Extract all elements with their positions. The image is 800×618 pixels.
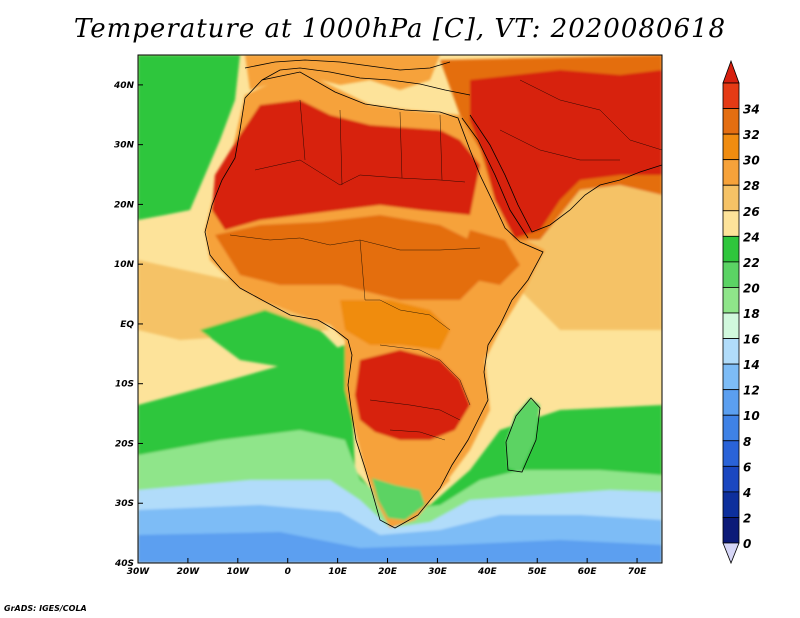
colorbar-label: 24: [743, 230, 760, 244]
border-line: [369, 399, 461, 441]
lon-tick-label: 50E: [528, 567, 548, 577]
colorbar-label: 10: [743, 409, 760, 423]
colorbar-swatch: [722, 210, 740, 237]
lon-tick-label: 40E: [477, 567, 498, 577]
colorbar-label: 14: [743, 358, 760, 372]
lat-tick-label: 20N: [114, 200, 135, 210]
colorbar-label: 32: [743, 128, 760, 142]
colorbar-label: 18: [743, 307, 760, 321]
colorbar-label: 6: [743, 460, 751, 474]
southern-africa-hot-zone: [355, 350, 470, 440]
map-title: Temperature at 1000hPa [C], VT: 20200806…: [73, 14, 727, 44]
colorbar-swatch: [722, 235, 740, 263]
madagascar-coastline: [505, 397, 541, 473]
madagascar-landmass: [506, 398, 540, 472]
colorbar-swatch: [722, 82, 740, 109]
europe-landmass: [245, 55, 440, 90]
ocean-green-gulf: [200, 310, 340, 375]
border-line: [499, 129, 620, 161]
border-line: [519, 79, 662, 151]
colorbar-label: 34: [743, 103, 760, 117]
cape-cool-zone: [372, 478, 425, 520]
lat-tick-label: 30S: [115, 499, 134, 509]
colorbar-top-arrow: [722, 59, 740, 84]
sahel-warm-zone: [215, 215, 480, 300]
border-line: [299, 99, 443, 186]
colorbar-swatch: [722, 338, 740, 365]
plot-frame: [137, 54, 663, 564]
lon-tick-label: 60E: [578, 567, 598, 577]
latitude-axis: 40N 30N 20N 10N EQ 10S 20S 30S 40S: [113, 81, 143, 569]
lon-tick-label: 20E: [378, 567, 398, 577]
lat-tick-label: 10S: [115, 380, 134, 390]
red-sea-coastline: [461, 117, 529, 239]
colorbar-bottom-arrow: [722, 542, 740, 565]
lon-tick-label: 20W: [177, 567, 201, 577]
lat-tick-label: 40N: [113, 81, 135, 91]
arabia-hot-zone: [470, 70, 662, 238]
colorbar-swatch: [722, 261, 740, 288]
lat-tick-label: 30N: [114, 141, 135, 151]
lon-tick-label: 10E: [328, 567, 348, 577]
grads-credit: GrADS: IGES/COLA: [4, 604, 87, 613]
colorbar-label: 4: [742, 486, 751, 500]
lon-tick-label: 30E: [428, 567, 448, 577]
colorbar-label: 26: [743, 205, 760, 219]
border-line: [359, 239, 451, 331]
lat-tick-label: 10N: [114, 260, 135, 270]
arabia-coastline: [469, 114, 662, 233]
lat-tick-label: 40S: [114, 559, 134, 569]
border-line: [229, 234, 481, 251]
colorbar-label: 8: [743, 435, 751, 449]
colorbar-label: 30: [743, 154, 760, 168]
lon-tick-label: 0: [285, 567, 291, 577]
colorbar-label: 28: [743, 179, 760, 193]
colorbar-swatch: [722, 440, 740, 467]
lat-tick-label: EQ: [120, 320, 134, 330]
sahara-hot-zone: [212, 100, 480, 230]
colorbar-swatch: [722, 184, 740, 212]
lon-tick-label: 30W: [127, 567, 151, 577]
colorbar-swatch: [722, 414, 740, 442]
borders-overlay: [229, 79, 662, 441]
colorbar-swatch: [722, 108, 740, 135]
colorbar-label: 22: [743, 256, 760, 270]
colorbar-swatch: [722, 133, 740, 161]
colorbar-swatch: [722, 312, 740, 339]
colorbar-swatch: [722, 517, 740, 544]
lat-tick-label: 20S: [115, 439, 134, 449]
longitude-axis: 30W 20W 10W 0 10E 20E 30E 40E 50E 60E 70E: [127, 558, 647, 577]
colorbar-label: 16: [743, 333, 760, 347]
europe-coastline: [244, 59, 451, 71]
colorbar-swatch: [722, 389, 740, 416]
ocean-coldest-band: [138, 532, 662, 563]
lon-tick-label: 70E: [628, 567, 648, 577]
colorbar-label: 2: [743, 511, 751, 525]
africa-coastline: [204, 71, 544, 529]
colorbar-swatch: [722, 491, 740, 518]
colorbar-swatch: [722, 465, 740, 493]
border-line: [254, 159, 466, 186]
colorbar-label: 0: [743, 537, 751, 551]
colorbar-label: 20: [743, 281, 760, 295]
coastline-overlay: [204, 59, 662, 529]
colorbar-swatch: [722, 287, 740, 314]
mediterranean-coastline: [261, 67, 471, 96]
colorbar-swatch: [722, 363, 740, 391]
map-field: [138, 55, 662, 563]
ocean-green-north: [138, 55, 240, 220]
border-line: [379, 344, 471, 406]
colorbar-swatch: [722, 159, 740, 186]
lon-tick-label: 10W: [227, 567, 251, 577]
central-africa-mild-zone: [340, 300, 450, 350]
colorbar-label: 12: [743, 384, 760, 398]
